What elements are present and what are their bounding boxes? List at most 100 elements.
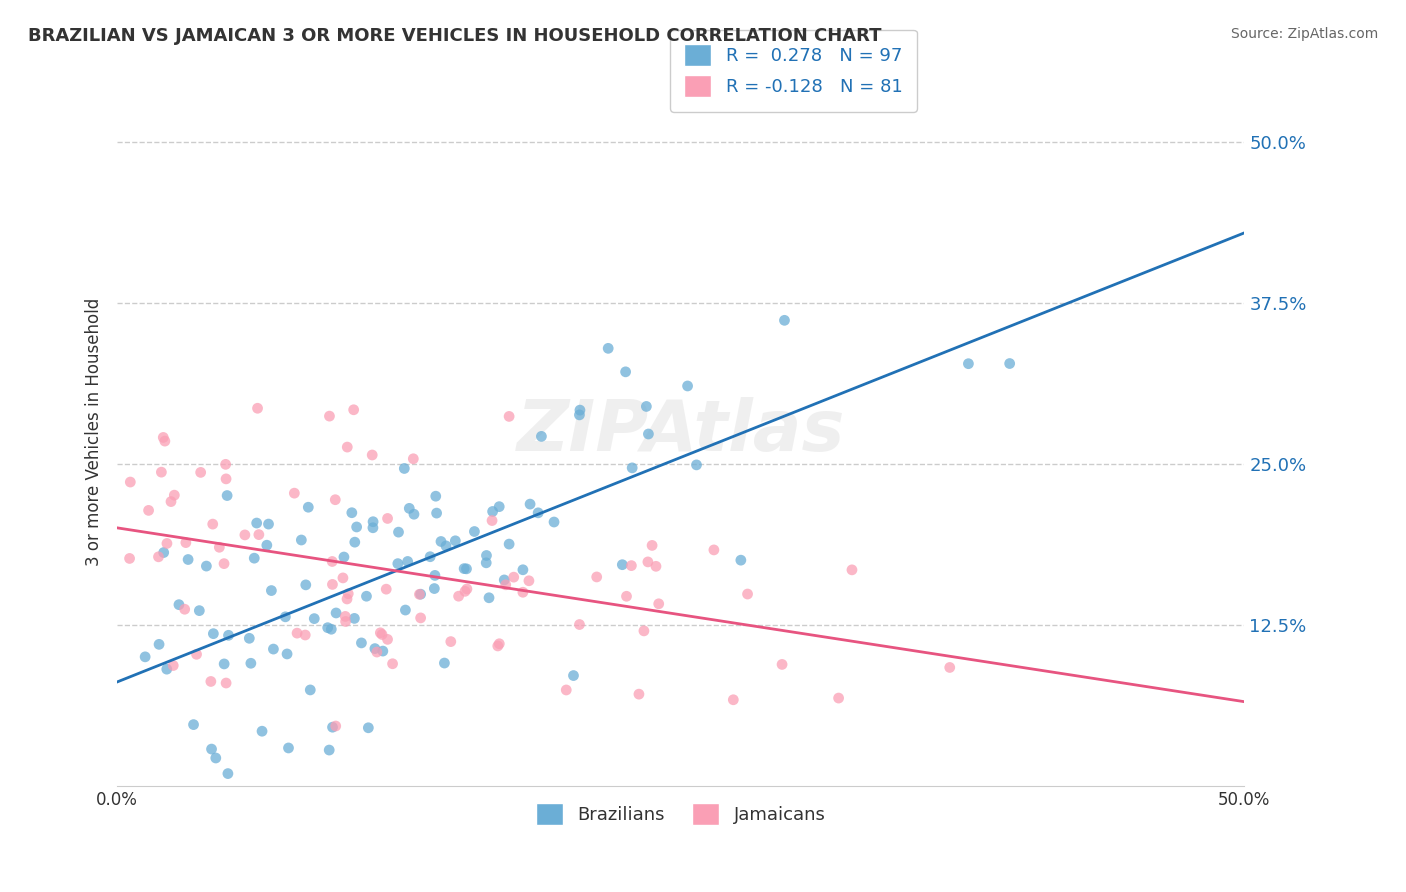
Point <box>770 657 793 672</box>
Point <box>343 535 366 549</box>
Point <box>409 611 432 625</box>
Point <box>433 656 456 670</box>
Point <box>423 582 446 596</box>
Point <box>475 556 498 570</box>
Point <box>425 489 447 503</box>
Point <box>318 743 340 757</box>
Point <box>827 691 849 706</box>
Point <box>304 612 326 626</box>
Point <box>120 475 142 489</box>
Point <box>321 554 343 568</box>
Point <box>160 494 183 508</box>
Point <box>152 545 174 559</box>
Point <box>598 342 620 356</box>
Point <box>322 720 344 734</box>
Point <box>512 585 534 599</box>
Point <box>737 587 759 601</box>
Point <box>214 458 236 472</box>
Point <box>364 641 387 656</box>
Text: BRAZILIAN VS JAMAICAN 3 OR MORE VEHICLES IN HOUSEHOLD CORRELATION CHART: BRAZILIAN VS JAMAICAN 3 OR MORE VEHICLES… <box>28 27 882 45</box>
Point <box>148 637 170 651</box>
Point <box>156 662 179 676</box>
Point <box>370 625 392 640</box>
Point <box>621 461 644 475</box>
Point <box>201 517 224 532</box>
Point <box>256 538 278 552</box>
Point <box>957 357 980 371</box>
Point <box>336 591 359 606</box>
Point <box>447 589 470 603</box>
Point <box>519 497 541 511</box>
Point <box>200 742 222 756</box>
Point <box>408 587 430 601</box>
Legend: Brazilians, Jamaicans: Brazilians, Jamaicans <box>527 794 835 834</box>
Point <box>396 554 419 568</box>
Point <box>283 486 305 500</box>
Point <box>585 570 607 584</box>
Point <box>938 660 960 674</box>
Point <box>335 609 357 624</box>
Point <box>636 400 658 414</box>
Point <box>402 451 425 466</box>
Point <box>517 574 540 588</box>
Point <box>177 552 200 566</box>
Point <box>498 409 520 424</box>
Point <box>162 658 184 673</box>
Point <box>568 617 591 632</box>
Text: ZIPAtlas: ZIPAtlas <box>516 398 845 467</box>
Point <box>276 647 298 661</box>
Point <box>371 644 394 658</box>
Point <box>138 503 160 517</box>
Point <box>247 527 270 541</box>
Point <box>294 578 316 592</box>
Point <box>641 538 664 552</box>
Point <box>645 559 668 574</box>
Point <box>297 500 319 515</box>
Point <box>174 535 197 549</box>
Point <box>387 557 409 571</box>
Point <box>423 568 446 582</box>
Point <box>200 674 222 689</box>
Point <box>173 602 195 616</box>
Point <box>456 582 478 596</box>
Point <box>562 668 585 682</box>
Point <box>377 632 399 647</box>
Point <box>486 639 509 653</box>
Point <box>239 657 262 671</box>
Point <box>260 583 283 598</box>
Point <box>186 648 208 662</box>
Point <box>478 591 501 605</box>
Point <box>340 506 363 520</box>
Point <box>430 534 453 549</box>
Point <box>495 578 517 592</box>
Point <box>419 549 441 564</box>
Text: Source: ZipAtlas.com: Source: ZipAtlas.com <box>1230 27 1378 41</box>
Point <box>637 427 659 442</box>
Point <box>409 587 432 601</box>
Point <box>614 365 637 379</box>
Point <box>274 610 297 624</box>
Point <box>343 611 366 625</box>
Point <box>285 626 308 640</box>
Point <box>648 597 671 611</box>
Point <box>475 549 498 563</box>
Point <box>152 430 174 444</box>
Point <box>204 751 226 765</box>
Point <box>627 687 650 701</box>
Point <box>202 626 225 640</box>
Point <box>299 682 322 697</box>
Point <box>246 401 269 416</box>
Point <box>246 516 269 530</box>
Point <box>217 766 239 780</box>
Point <box>183 717 205 731</box>
Point <box>527 506 550 520</box>
Point <box>134 649 156 664</box>
Point <box>118 551 141 566</box>
Point <box>454 584 477 599</box>
Point <box>321 622 343 636</box>
Point <box>730 553 752 567</box>
Point <box>361 521 384 535</box>
Point <box>215 472 238 486</box>
Point <box>502 570 524 584</box>
Point <box>290 533 312 547</box>
